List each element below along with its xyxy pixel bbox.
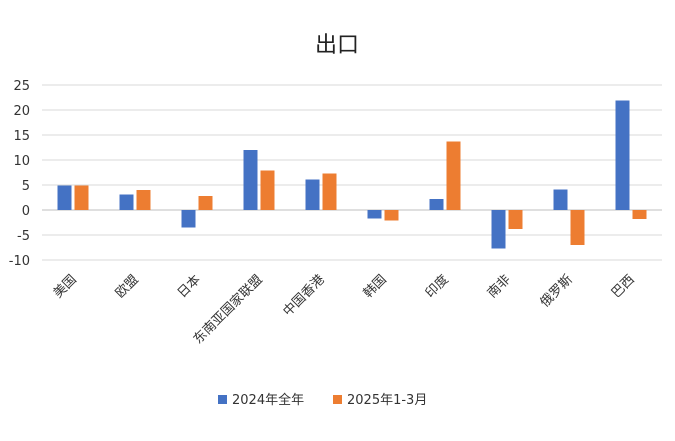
bars [57, 100, 647, 249]
y-tick-label: -10 [9, 254, 30, 269]
y-tick-label: -5 [17, 229, 30, 244]
y-axis: 25 20 15 10 5 0 -5 -10 [9, 79, 30, 269]
legend-swatch [333, 395, 342, 404]
bar-1 [553, 189, 568, 210]
bar-1 [615, 100, 630, 210]
bar-2 [198, 196, 213, 210]
x-tick-label: 美国 [51, 272, 80, 301]
legend-label: 2024年全年 [232, 392, 304, 408]
x-tick-label: 俄罗斯 [538, 272, 576, 310]
bar-2 [260, 170, 275, 210]
y-tick-label: 15 [13, 129, 30, 144]
y-tick-label: 10 [13, 154, 30, 169]
x-tick-label: 南非 [484, 272, 514, 302]
legend: 2024年全年 2025年1-3月 [218, 392, 427, 408]
bar-1 [429, 199, 444, 210]
bar-2 [632, 210, 647, 219]
x-tick-label: 巴西 [609, 272, 638, 301]
bar-1 [305, 179, 320, 210]
bar-2 [508, 210, 523, 229]
y-tick-label: 5 [22, 179, 30, 194]
bar-2 [136, 190, 151, 210]
bar-2 [446, 141, 461, 210]
bar-1 [181, 210, 196, 228]
x-tick-label: 中国香港 [280, 272, 327, 319]
bar-1 [57, 185, 72, 210]
x-tick-label: 韩国 [361, 272, 390, 301]
bar-2 [384, 210, 399, 221]
bar-2 [570, 210, 585, 245]
y-tick-label: 20 [13, 104, 30, 119]
grid [42, 84, 662, 261]
chart-title: 出口 [315, 33, 359, 58]
y-tick-label: 25 [13, 79, 30, 94]
bar-1 [491, 210, 506, 249]
x-tick-label: 印度 [422, 272, 452, 302]
bar-2 [322, 173, 337, 210]
bar-1 [243, 150, 258, 210]
bar-1 [367, 210, 382, 219]
bar-1 [119, 194, 134, 210]
x-tick-label: 欧盟 [113, 272, 142, 301]
legend-swatch [218, 395, 227, 404]
bar-2 [74, 185, 89, 210]
y-tick-label: 0 [22, 204, 30, 219]
legend-label: 2025年1-3月 [347, 393, 427, 408]
x-tick-label: 日本 [175, 272, 204, 301]
